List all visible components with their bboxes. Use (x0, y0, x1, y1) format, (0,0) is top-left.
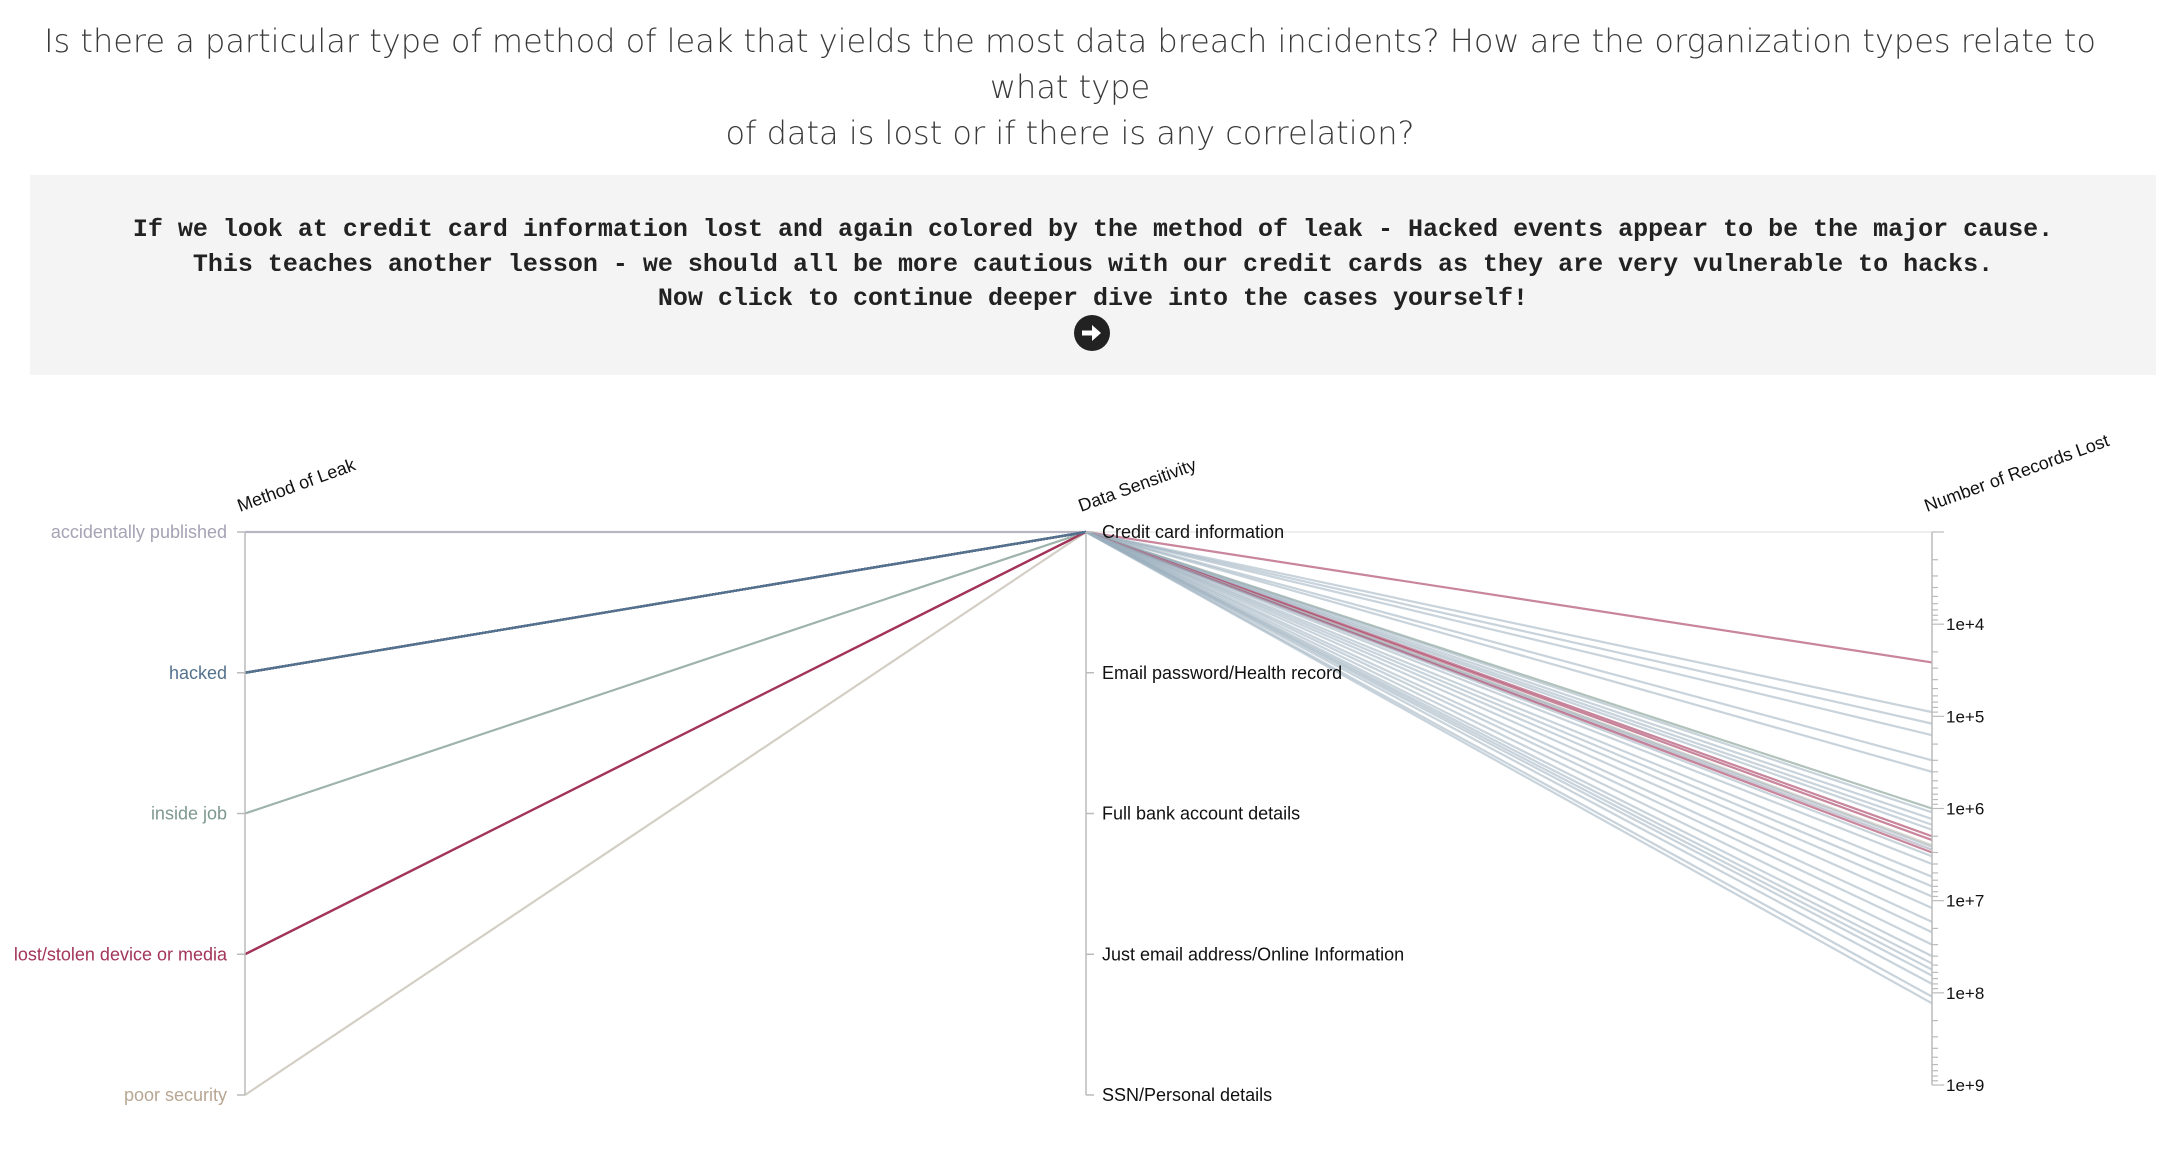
record-line[interactable] (244, 530, 1933, 956)
narrative-line-1: If we look at credit card information lo… (132, 215, 2054, 244)
record-line-segment-records[interactable] (1085, 530, 1933, 888)
record-line[interactable] (244, 530, 1933, 773)
record-line[interactable] (244, 530, 1933, 848)
record-line-segment-records[interactable] (1085, 530, 1933, 773)
record-line-segment-records[interactable] (1085, 530, 1933, 858)
records-tick-label: 1e+7 (1946, 892, 1984, 911)
axis-title-number-of-records-lost: Number of Records Lost (1922, 430, 2112, 516)
question-line-2: of data is lost or if there is any corre… (725, 114, 1415, 152)
records-tick-label: 1e+5 (1946, 707, 1984, 726)
record-line-segment-method[interactable] (244, 530, 1087, 674)
record-line-segment-records[interactable] (1085, 531, 1933, 946)
record-line-segment-records[interactable] (1085, 531, 1933, 977)
record-line-segment-method[interactable] (244, 531, 1087, 1096)
record-line[interactable] (244, 530, 1933, 831)
record-line[interactable] (244, 530, 1933, 985)
record-line[interactable] (244, 530, 1933, 956)
record-line[interactable] (244, 530, 1933, 714)
method-label-hacked[interactable]: hacked (169, 663, 227, 683)
sensitivity-label-full-bank-account-details[interactable]: Full bank account details (1102, 804, 1300, 824)
record-line-segment-records[interactable] (1085, 531, 1933, 934)
narrative-line-2: This teaches another lesson - we should … (192, 249, 1994, 279)
record-line-segment-records[interactable] (1085, 530, 1933, 909)
next-step-button[interactable] (1074, 315, 1110, 351)
sensitivity-label-credit-card-information[interactable]: Credit card information (1102, 522, 1284, 542)
record-line-segment-method[interactable] (244, 531, 1087, 956)
record-line[interactable] (244, 530, 1933, 878)
narrative-line-3: Now click to continue deeper dive into t… (657, 284, 1529, 313)
record-line-segment-records[interactable] (1085, 530, 1933, 878)
record-line[interactable] (244, 530, 1933, 909)
axis-title-method-of-leak: Method of Leak (235, 454, 359, 516)
arrow-circle-right-icon[interactable] (1074, 315, 1110, 351)
record-line-segment-records[interactable] (1085, 531, 1933, 985)
record-line[interactable] (244, 530, 1933, 956)
record-line[interactable] (244, 530, 1933, 1005)
record-line[interactable] (244, 530, 1933, 956)
record-line-segment-method[interactable] (244, 530, 1087, 815)
record-line-segment-records[interactable] (1085, 530, 1933, 664)
record-line-segment-records[interactable] (1085, 531, 1933, 1005)
method-label-lost-stolen-device-or-media[interactable]: lost/stolen device or media (14, 944, 228, 964)
record-line-segment-records[interactable] (1085, 530, 1933, 898)
record-line-segment-records[interactable] (1085, 530, 1933, 714)
record-line[interactable] (245, 530, 1933, 851)
record-line-segment-records[interactable] (1085, 530, 1933, 725)
narrative-box: If we look at credit card information lo… (30, 175, 2156, 375)
chart-lines-layer (244, 530, 1933, 1096)
method-label-inside-job[interactable]: inside job (151, 804, 227, 824)
record-line-segment-records[interactable] (1085, 530, 1933, 737)
method-label-accidentally-published[interactable]: accidentally published (51, 522, 227, 542)
records-tick-label: 1e+8 (1946, 984, 1984, 1003)
sensitivity-label-just-email-address-online-information[interactable]: Just email address/Online Information (1102, 944, 1404, 964)
record-line[interactable] (244, 530, 1933, 858)
record-line-segment-records[interactable] (1085, 531, 1933, 923)
records-tick-label: 1e+9 (1946, 1076, 1984, 1095)
sensitivity-label-ssn-personal-details[interactable]: SSN/Personal details (1102, 1085, 1272, 1105)
record-line[interactable] (244, 530, 1933, 737)
records-tick-label: 1e+6 (1946, 800, 1984, 819)
question-line-1: Is there a particular type of method of … (44, 22, 2096, 106)
page-title: Is there a particular type of method of … (0, 18, 2140, 156)
record-line-segment-records[interactable] (1085, 530, 1933, 762)
method-label-poor-security[interactable]: poor security (124, 1085, 227, 1105)
sensitivity-label-email-password-health-record[interactable]: Email password/Health record (1102, 663, 1342, 683)
axis-title-data-sensitivity: Data Sensitivity (1076, 455, 1199, 516)
records-tick-label: 1e+4 (1946, 615, 1984, 634)
record-line[interactable] (244, 530, 1933, 725)
record-line-segment-records[interactable] (1085, 530, 1933, 866)
